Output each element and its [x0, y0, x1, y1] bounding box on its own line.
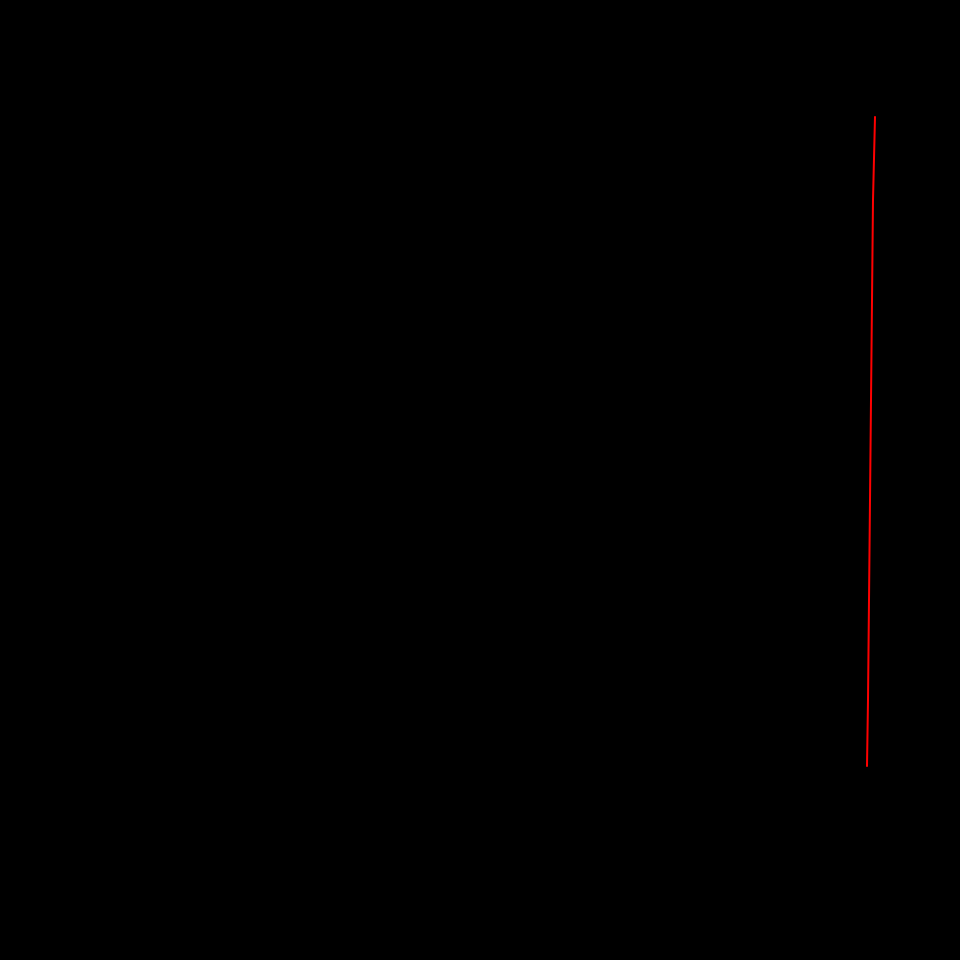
chart-background — [0, 0, 960, 960]
chart-canvas — [0, 0, 960, 960]
